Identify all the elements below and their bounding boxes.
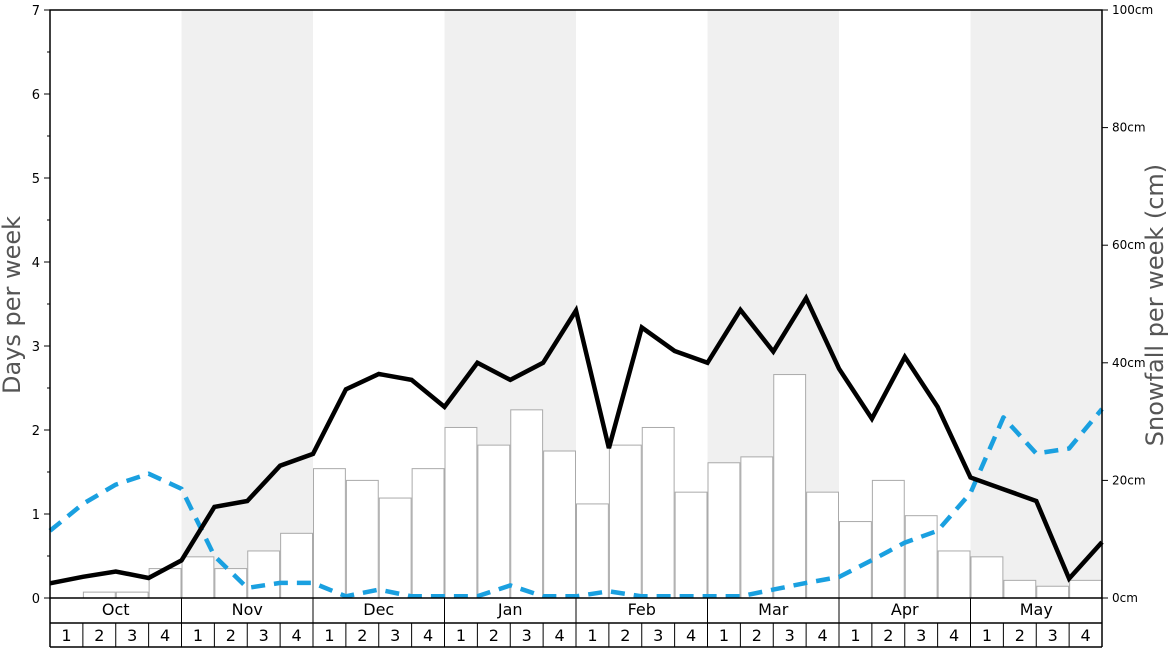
month-week-axis: Oct 1 2 3 4 Nov 1 2 3 4 Dec 1 2 3 4 Jan 1 2 3 4 Feb 1 2 3 4 Mar 1 2…	[49, 598, 1103, 648]
week-label: 2	[883, 626, 893, 645]
bar-week-18	[608, 444, 642, 599]
week-label: 2	[357, 626, 367, 645]
week-label: 1	[719, 626, 729, 645]
month-label-apr: Apr	[891, 600, 919, 619]
bar-week-12	[411, 468, 445, 599]
left-tick-label: 4	[32, 256, 40, 271]
week-label: 3	[653, 626, 663, 645]
week-label: 4	[291, 626, 301, 645]
week-label: 4	[423, 626, 433, 645]
bar-week-25	[839, 521, 872, 599]
month-label-dec: Dec	[363, 600, 394, 619]
left-axis: 0 1 2 3 4 5 6 7	[32, 4, 50, 607]
bar-week-2	[82, 591, 116, 599]
dashed-line	[48, 407, 1104, 599]
bar-week-10	[345, 479, 379, 599]
bar-week-5	[181, 556, 215, 599]
week-label: 3	[390, 626, 400, 645]
bar-week-3	[115, 591, 149, 599]
series-lines	[48, 293, 1104, 599]
bar-week-8	[280, 532, 313, 599]
bar-week-26	[871, 479, 905, 599]
week-label: 2	[226, 626, 236, 645]
bar-week-27	[904, 515, 938, 599]
week-label: 4	[1080, 626, 1090, 645]
right-tick-label: 0cm	[1112, 591, 1138, 605]
bar-week-22	[740, 456, 774, 599]
month-label-oct: Oct	[102, 600, 130, 619]
bar-week-16	[543, 450, 576, 599]
left-tick-label: 5	[32, 172, 40, 187]
bar-week-17	[576, 503, 609, 599]
bar-week-7	[247, 550, 281, 599]
week-label: 3	[785, 626, 795, 645]
bar-week-9	[313, 468, 346, 599]
left-tick-label: 1	[32, 508, 40, 523]
month-label-may: May	[1020, 600, 1053, 619]
week-label: 2	[620, 626, 630, 645]
month-label-jan: Jan	[497, 600, 523, 619]
left-axis-title: Days per week	[0, 216, 26, 394]
week-label: 4	[817, 626, 827, 645]
bar-week-31	[1036, 585, 1070, 599]
bar-week-29	[970, 556, 1004, 599]
right-tick-label: 40cm	[1112, 356, 1146, 370]
bar-week-30	[1003, 579, 1037, 599]
left-tick-label: 0	[32, 592, 40, 607]
week-label: 3	[916, 626, 926, 645]
bar-week-21	[707, 462, 741, 599]
left-tick-label: 6	[32, 88, 40, 103]
week-label: 1	[850, 626, 860, 645]
week-label: 2	[1015, 626, 1025, 645]
week-label: 1	[193, 626, 203, 645]
right-axis-title: Snowfall per week (cm)	[1141, 164, 1168, 446]
week-label: 1	[456, 626, 466, 645]
bar-week-11	[378, 497, 412, 599]
bar-week-23	[773, 374, 807, 599]
week-label: 3	[127, 626, 137, 645]
left-tick-label: 3	[32, 340, 40, 355]
week-label: 3	[1048, 626, 1058, 645]
right-tick-label: 100cm	[1112, 3, 1153, 17]
shade-may	[970, 10, 1102, 598]
week-label: 4	[160, 626, 170, 645]
week-label: 2	[752, 626, 762, 645]
week-label: 3	[259, 626, 269, 645]
left-tick-label: 2	[32, 424, 40, 439]
week-label: 4	[554, 626, 564, 645]
week-label: 2	[489, 626, 499, 645]
bar-week-14	[477, 444, 511, 599]
bar-week-28	[937, 550, 971, 599]
week-label: 4	[949, 626, 959, 645]
right-axis: 0cm 20cm 40cm 60cm 80cm 100cm	[1102, 3, 1153, 605]
week-label: 3	[522, 626, 532, 645]
week-label: 1	[61, 626, 71, 645]
week-label: 1	[982, 626, 992, 645]
right-tick-label: 20cm	[1112, 473, 1146, 487]
week-label: 4	[686, 626, 696, 645]
bar-week-32	[1069, 579, 1102, 599]
month-label-mar: Mar	[758, 600, 789, 619]
week-label: 1	[587, 626, 597, 645]
week-label: 1	[324, 626, 334, 645]
right-tick-label: 60cm	[1112, 238, 1146, 252]
week-label: 2	[94, 626, 104, 645]
month-label-nov: Nov	[232, 600, 263, 619]
bar-week-19	[641, 426, 675, 599]
days-bars	[82, 374, 1102, 599]
right-tick-label: 80cm	[1112, 121, 1146, 135]
month-label-feb: Feb	[628, 600, 656, 619]
bar-week-15	[510, 409, 544, 599]
bar-week-13	[444, 426, 478, 599]
left-tick-label: 7	[32, 4, 40, 19]
month-shading	[181, 10, 1102, 598]
shade-nov	[181, 10, 313, 598]
bar-week-20	[674, 491, 708, 599]
solid-line	[49, 293, 1104, 586]
